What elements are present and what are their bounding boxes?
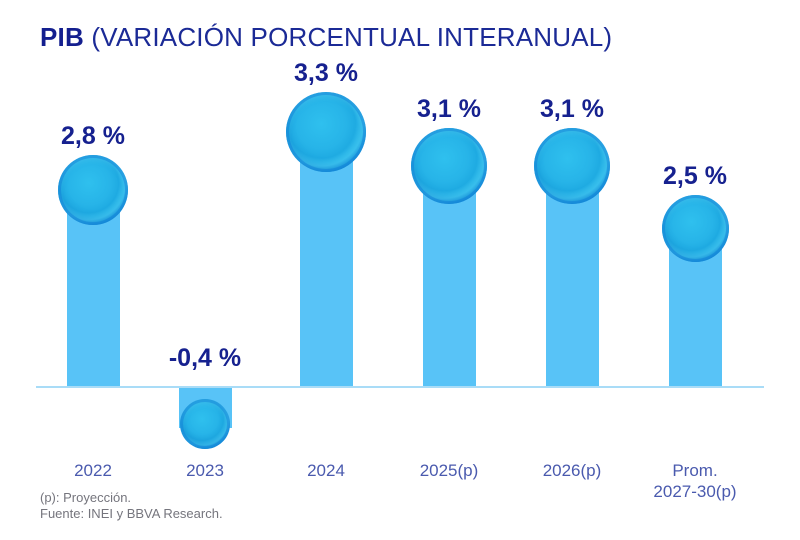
value-label: 3,3 % xyxy=(294,59,358,87)
bar-bubble xyxy=(180,399,230,449)
value-label: 2,5 % xyxy=(663,161,727,190)
x-axis-line xyxy=(36,386,764,388)
value-label: 2,8 % xyxy=(61,122,125,150)
footnote-source: Fuente: INEI y BBVA Research. xyxy=(40,506,223,521)
category-label: 2026(p) xyxy=(497,460,647,481)
category-label: 2023 xyxy=(130,460,280,481)
bar-bubble xyxy=(58,155,128,225)
value-label: 3,1 % xyxy=(540,95,604,123)
category-label: 2024 xyxy=(251,460,401,481)
bar-bubble xyxy=(286,92,366,172)
category-label-line: 2022 xyxy=(74,461,112,480)
category-label: Prom. 2027-30(p) xyxy=(620,460,770,502)
category-label: 2025(p) xyxy=(374,460,524,481)
bar xyxy=(299,132,353,388)
category-label-line: 2026(p) xyxy=(542,461,602,480)
bar-bubble xyxy=(411,128,487,204)
chart-title: PIB (VARIACIÓN PORCENTUAL INTERANUAL) xyxy=(40,22,612,53)
category-label-line: 2025(p) xyxy=(419,461,479,480)
value-label: 3,1 % xyxy=(417,95,481,123)
footnote-projection: (p): Proyección. xyxy=(40,490,132,505)
chart-title-acronym: PIB xyxy=(40,22,84,52)
value-label: -0,4 % xyxy=(168,344,242,372)
chart-title-subtitle: (VARIACIÓN PORCENTUAL INTERANUAL) xyxy=(83,22,613,52)
category-label: 2022 xyxy=(18,460,168,481)
category-label-line: 2023 xyxy=(186,461,224,480)
category-label-line: 2024 xyxy=(307,461,345,480)
category-label-line: Prom. xyxy=(672,461,718,480)
bar-bubble xyxy=(534,128,610,204)
category-label-line: 2027-30(p) xyxy=(653,482,737,501)
bar-bubble xyxy=(661,194,729,262)
chart-footnotes: (p): Proyección. Fuente: INEI y BBVA Res… xyxy=(40,490,223,522)
